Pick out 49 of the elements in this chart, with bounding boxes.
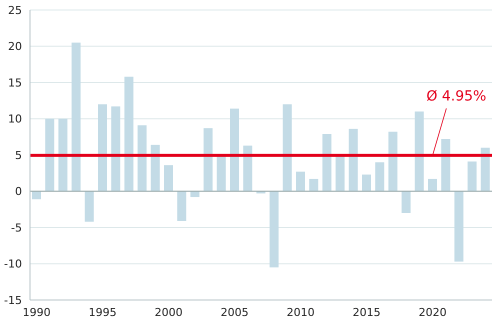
bar [177,191,186,221]
bar [216,156,226,192]
bar [45,118,54,192]
bar [388,132,398,192]
y-tick-label: 15 [8,76,22,90]
y-tick-label: -5 [11,221,22,234]
bar [348,128,358,192]
bar [468,162,477,192]
bar [480,148,490,192]
bar [58,118,68,192]
x-tick-label: 1990 [22,306,51,319]
x-tick-label: 2000 [154,306,183,319]
bar [230,108,239,192]
bar [124,76,134,192]
y-tick-label: -15 [4,294,22,307]
y-tick-label: 0 [15,185,22,198]
bar [111,106,120,192]
bar [98,104,107,192]
x-tick-label: 2010 [286,306,315,319]
bar [282,104,292,192]
bar [309,178,318,192]
bar [414,112,424,192]
y-tick-label: -10 [4,258,22,271]
bar [204,128,213,192]
y-tick-label: 20 [8,40,22,54]
bar [402,191,411,213]
bar [454,191,464,262]
bar [428,178,437,192]
bar [296,172,305,192]
y-tick-label: 5 [15,148,22,162]
ref-line-label: Ø 4.95% [426,88,486,104]
y-tick-label: 10 [8,112,22,126]
bar [164,165,173,192]
bar [336,156,345,192]
x-tick-label: 2015 [352,306,381,319]
bar [84,191,94,222]
bar [362,174,371,192]
bar [243,146,252,192]
x-tick-label: 2020 [418,306,447,319]
bar [441,139,450,192]
y-tick-label: 25 [8,4,22,17]
bar [270,191,279,268]
bar [150,144,160,192]
bar [322,134,332,192]
x-tick-label: 1995 [88,306,117,319]
x-tick-label: 2005 [220,306,249,319]
bar [138,125,147,192]
bar [72,42,81,192]
bar [375,162,384,192]
